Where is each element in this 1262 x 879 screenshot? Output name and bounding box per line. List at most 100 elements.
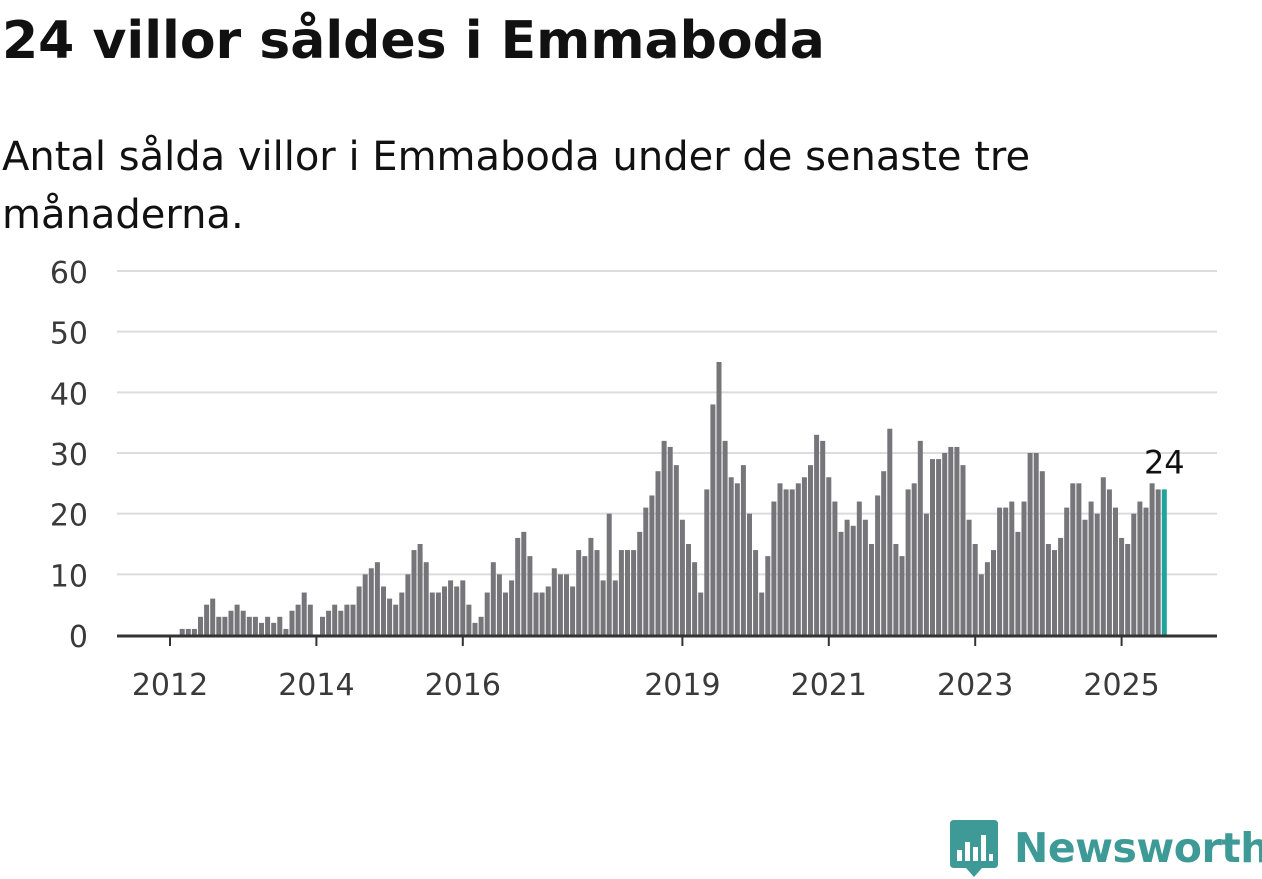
bar <box>283 628 289 635</box>
bar <box>320 616 325 635</box>
bar <box>1143 507 1149 635</box>
bar <box>838 531 844 635</box>
bar <box>1131 513 1137 635</box>
bar <box>1137 501 1143 635</box>
bar <box>307 604 313 635</box>
bar <box>1125 544 1131 635</box>
x-tick-label-2025: 2025 <box>1083 668 1159 703</box>
chart-subtitle: Antal sålda villor i Emmaboda under de s… <box>2 134 1031 238</box>
bar <box>332 604 338 635</box>
bar <box>417 544 423 635</box>
bar <box>667 446 673 635</box>
bar <box>539 592 545 635</box>
bar <box>1039 471 1045 635</box>
bar <box>1045 544 1051 635</box>
bar <box>1015 531 1021 635</box>
bar <box>942 453 948 635</box>
bar <box>795 483 801 635</box>
bar <box>911 483 917 635</box>
bar <box>954 446 960 635</box>
bar <box>576 550 582 635</box>
bar <box>478 616 484 635</box>
bar <box>405 574 411 635</box>
bar <box>411 550 417 635</box>
bar <box>972 544 978 635</box>
bar <box>801 477 807 635</box>
bar <box>679 519 685 635</box>
bar <box>844 519 850 635</box>
bar <box>515 537 521 635</box>
brand-name: Newsworthy <box>1014 824 1262 872</box>
bar <box>887 428 893 635</box>
bar <box>923 513 929 635</box>
bar <box>484 592 490 635</box>
bar <box>991 550 996 635</box>
bar <box>1064 507 1070 635</box>
bar <box>698 592 704 635</box>
bar <box>222 616 228 635</box>
bar <box>490 562 496 635</box>
bar <box>716 362 722 635</box>
bar <box>1094 513 1100 635</box>
bar <box>905 489 911 635</box>
bar <box>1052 550 1057 635</box>
bar <box>826 477 832 635</box>
bar <box>198 616 203 635</box>
bar <box>631 550 637 635</box>
bar <box>734 483 740 635</box>
bar <box>564 574 569 635</box>
bar <box>204 604 210 635</box>
bar <box>814 434 820 635</box>
bar <box>966 519 972 635</box>
bar <box>442 586 447 635</box>
bar <box>618 550 624 635</box>
latest-value-label: 24 <box>1144 443 1185 481</box>
bar <box>783 489 789 635</box>
chart-title: 24 villor såldes i Emmaboda <box>2 11 825 71</box>
bar <box>673 465 679 635</box>
bar <box>527 556 533 635</box>
bar <box>344 604 350 635</box>
bar <box>381 586 386 635</box>
bar <box>301 592 307 635</box>
bar <box>777 483 783 635</box>
bar <box>1100 477 1106 635</box>
bar <box>917 440 923 635</box>
bar <box>252 616 258 635</box>
bar <box>234 604 240 635</box>
bar <box>356 586 362 635</box>
bar <box>588 537 594 635</box>
bar <box>686 544 691 635</box>
bar <box>649 495 655 635</box>
bar <box>637 531 643 635</box>
bar <box>466 604 472 635</box>
x-tick-label-2023: 2023 <box>937 668 1013 703</box>
newsworthy-logo: Newsworthy <box>950 818 1262 878</box>
bar <box>655 471 661 635</box>
bar <box>423 562 429 635</box>
y-tick-label-30: 30 <box>50 438 88 473</box>
bar <box>472 622 478 635</box>
y-tick-label-40: 40 <box>50 377 88 412</box>
bar <box>557 574 563 635</box>
bar <box>435 592 441 635</box>
bar <box>496 574 502 635</box>
bar <box>387 598 393 635</box>
bar <box>893 544 899 635</box>
bar <box>997 507 1003 635</box>
bar <box>747 513 752 635</box>
bar <box>503 592 508 635</box>
y-tick-label-50: 50 <box>50 317 88 352</box>
bar <box>960 465 966 635</box>
bar <box>862 519 868 635</box>
bar <box>533 592 539 635</box>
bar <box>1070 483 1076 635</box>
y-tick-label-60: 60 <box>50 256 88 291</box>
bar <box>338 610 344 635</box>
bar <box>869 544 874 635</box>
bar <box>368 568 374 635</box>
bar <box>362 574 368 635</box>
y-tick-label-20: 20 <box>50 499 88 534</box>
bar <box>948 446 954 635</box>
x-tick-label-2016: 2016 <box>425 668 501 703</box>
